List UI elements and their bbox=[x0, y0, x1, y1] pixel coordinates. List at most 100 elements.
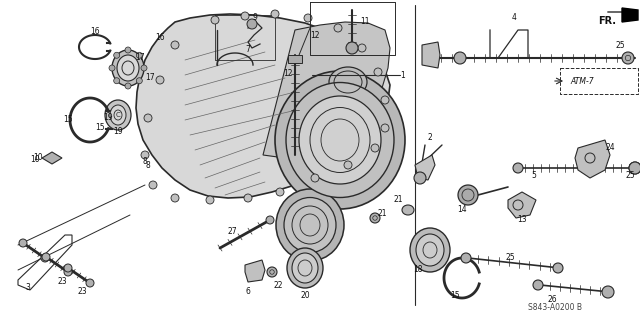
Text: 21: 21 bbox=[393, 196, 403, 204]
Text: 15: 15 bbox=[63, 115, 73, 124]
Ellipse shape bbox=[266, 216, 274, 224]
Ellipse shape bbox=[329, 67, 367, 97]
Ellipse shape bbox=[513, 163, 523, 173]
Ellipse shape bbox=[206, 196, 214, 204]
Text: 16: 16 bbox=[90, 27, 100, 36]
Text: 10: 10 bbox=[30, 155, 40, 165]
Ellipse shape bbox=[622, 52, 634, 64]
Ellipse shape bbox=[19, 239, 27, 247]
Text: C: C bbox=[116, 112, 120, 118]
Text: 6: 6 bbox=[246, 286, 250, 295]
Ellipse shape bbox=[114, 52, 120, 58]
Text: 19: 19 bbox=[103, 114, 113, 122]
Text: 5: 5 bbox=[532, 170, 536, 180]
Ellipse shape bbox=[402, 205, 414, 215]
Ellipse shape bbox=[346, 42, 358, 54]
Text: 25: 25 bbox=[625, 170, 635, 180]
Text: 7: 7 bbox=[246, 46, 250, 55]
Text: 8: 8 bbox=[143, 158, 147, 167]
Ellipse shape bbox=[276, 189, 344, 261]
Polygon shape bbox=[415, 155, 435, 180]
Ellipse shape bbox=[171, 41, 179, 49]
Ellipse shape bbox=[211, 16, 219, 24]
Ellipse shape bbox=[374, 68, 382, 76]
Ellipse shape bbox=[276, 188, 284, 196]
Ellipse shape bbox=[141, 65, 147, 71]
Ellipse shape bbox=[381, 124, 389, 132]
Ellipse shape bbox=[358, 44, 366, 52]
Ellipse shape bbox=[304, 14, 312, 22]
Ellipse shape bbox=[64, 268, 72, 276]
Ellipse shape bbox=[299, 96, 381, 184]
Ellipse shape bbox=[284, 197, 336, 253]
Ellipse shape bbox=[112, 50, 144, 86]
Text: 2: 2 bbox=[428, 133, 433, 143]
Text: 9: 9 bbox=[253, 13, 257, 23]
Polygon shape bbox=[508, 192, 536, 218]
Ellipse shape bbox=[271, 10, 279, 18]
Ellipse shape bbox=[334, 24, 342, 32]
Text: 19: 19 bbox=[113, 128, 123, 137]
Text: 8: 8 bbox=[146, 160, 150, 169]
Text: 16: 16 bbox=[155, 33, 165, 42]
Ellipse shape bbox=[414, 172, 426, 184]
Ellipse shape bbox=[241, 12, 249, 20]
Ellipse shape bbox=[292, 253, 318, 283]
Text: 20: 20 bbox=[300, 291, 310, 300]
Ellipse shape bbox=[410, 228, 450, 272]
Text: 17: 17 bbox=[135, 54, 145, 63]
Ellipse shape bbox=[156, 76, 164, 84]
Ellipse shape bbox=[461, 253, 471, 263]
Ellipse shape bbox=[533, 280, 543, 290]
Ellipse shape bbox=[286, 83, 394, 197]
Text: 26: 26 bbox=[547, 295, 557, 305]
Text: 1: 1 bbox=[401, 70, 405, 79]
Ellipse shape bbox=[105, 100, 131, 130]
Polygon shape bbox=[42, 152, 62, 164]
Ellipse shape bbox=[109, 65, 115, 71]
Ellipse shape bbox=[136, 78, 142, 84]
Text: 23: 23 bbox=[77, 286, 87, 295]
Ellipse shape bbox=[86, 279, 94, 287]
Text: 14: 14 bbox=[457, 205, 467, 214]
Ellipse shape bbox=[144, 114, 152, 122]
Polygon shape bbox=[575, 140, 610, 178]
Text: 11: 11 bbox=[360, 18, 370, 26]
Polygon shape bbox=[245, 260, 265, 282]
Ellipse shape bbox=[247, 19, 257, 29]
Ellipse shape bbox=[64, 264, 72, 272]
Text: 12: 12 bbox=[284, 69, 292, 78]
Ellipse shape bbox=[370, 213, 380, 223]
Polygon shape bbox=[136, 14, 390, 198]
Ellipse shape bbox=[344, 161, 352, 169]
Ellipse shape bbox=[114, 78, 120, 84]
Text: 17: 17 bbox=[145, 73, 155, 83]
Text: 18: 18 bbox=[413, 265, 423, 275]
Polygon shape bbox=[622, 8, 638, 22]
Ellipse shape bbox=[41, 254, 49, 262]
Text: 27: 27 bbox=[227, 227, 237, 236]
Ellipse shape bbox=[416, 234, 444, 266]
Text: 3: 3 bbox=[26, 284, 31, 293]
Ellipse shape bbox=[602, 286, 614, 298]
Text: ATM-7: ATM-7 bbox=[570, 77, 594, 85]
Polygon shape bbox=[422, 42, 440, 68]
Ellipse shape bbox=[244, 194, 252, 202]
Ellipse shape bbox=[287, 248, 323, 288]
Ellipse shape bbox=[267, 267, 277, 277]
Ellipse shape bbox=[117, 55, 139, 81]
Ellipse shape bbox=[125, 83, 131, 89]
Ellipse shape bbox=[553, 263, 563, 273]
Text: S843-A0200 B: S843-A0200 B bbox=[528, 303, 582, 313]
Ellipse shape bbox=[458, 185, 478, 205]
Ellipse shape bbox=[454, 52, 466, 64]
Text: 15: 15 bbox=[450, 292, 460, 300]
Text: 15: 15 bbox=[95, 123, 105, 132]
Ellipse shape bbox=[171, 194, 179, 202]
Text: 4: 4 bbox=[511, 13, 516, 23]
Text: 24: 24 bbox=[605, 144, 615, 152]
Ellipse shape bbox=[275, 71, 405, 209]
Text: 13: 13 bbox=[517, 216, 527, 225]
Ellipse shape bbox=[136, 52, 142, 58]
Ellipse shape bbox=[629, 162, 640, 174]
